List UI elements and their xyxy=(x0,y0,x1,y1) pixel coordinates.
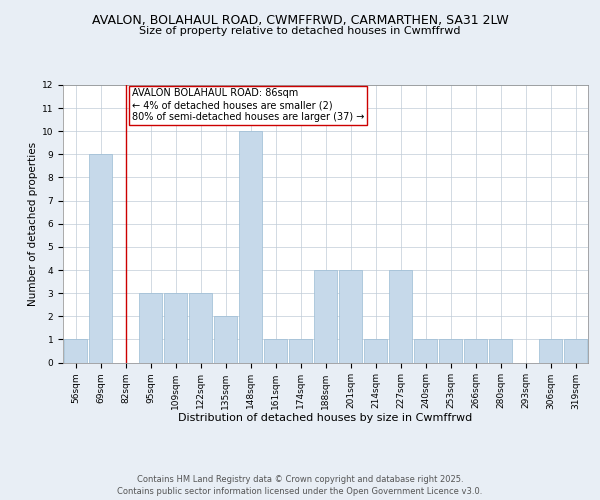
Text: Size of property relative to detached houses in Cwmffrwd: Size of property relative to detached ho… xyxy=(139,26,461,36)
Y-axis label: Number of detached properties: Number of detached properties xyxy=(28,142,38,306)
Bar xyxy=(214,316,237,362)
X-axis label: Distribution of detached houses by size in Cwmffrwd: Distribution of detached houses by size … xyxy=(178,413,473,423)
Bar xyxy=(164,293,187,362)
Bar xyxy=(489,340,512,362)
Bar xyxy=(539,340,562,362)
Bar xyxy=(89,154,112,362)
Bar xyxy=(414,340,437,362)
Bar xyxy=(289,340,312,362)
Bar xyxy=(389,270,412,362)
Bar xyxy=(189,293,212,362)
Bar xyxy=(239,131,262,362)
Bar xyxy=(464,340,487,362)
Bar xyxy=(264,340,287,362)
Bar xyxy=(564,340,587,362)
Bar xyxy=(439,340,462,362)
Text: AVALON BOLAHAUL ROAD: 86sqm
← 4% of detached houses are smaller (2)
80% of semi-: AVALON BOLAHAUL ROAD: 86sqm ← 4% of deta… xyxy=(132,88,364,122)
Bar xyxy=(339,270,362,362)
Text: AVALON, BOLAHAUL ROAD, CWMFFRWD, CARMARTHEN, SA31 2LW: AVALON, BOLAHAUL ROAD, CWMFFRWD, CARMART… xyxy=(92,14,508,27)
Bar xyxy=(364,340,387,362)
Bar xyxy=(139,293,162,362)
Bar xyxy=(314,270,337,362)
Bar xyxy=(64,340,87,362)
Text: Contains HM Land Registry data © Crown copyright and database right 2025.
Contai: Contains HM Land Registry data © Crown c… xyxy=(118,475,482,496)
